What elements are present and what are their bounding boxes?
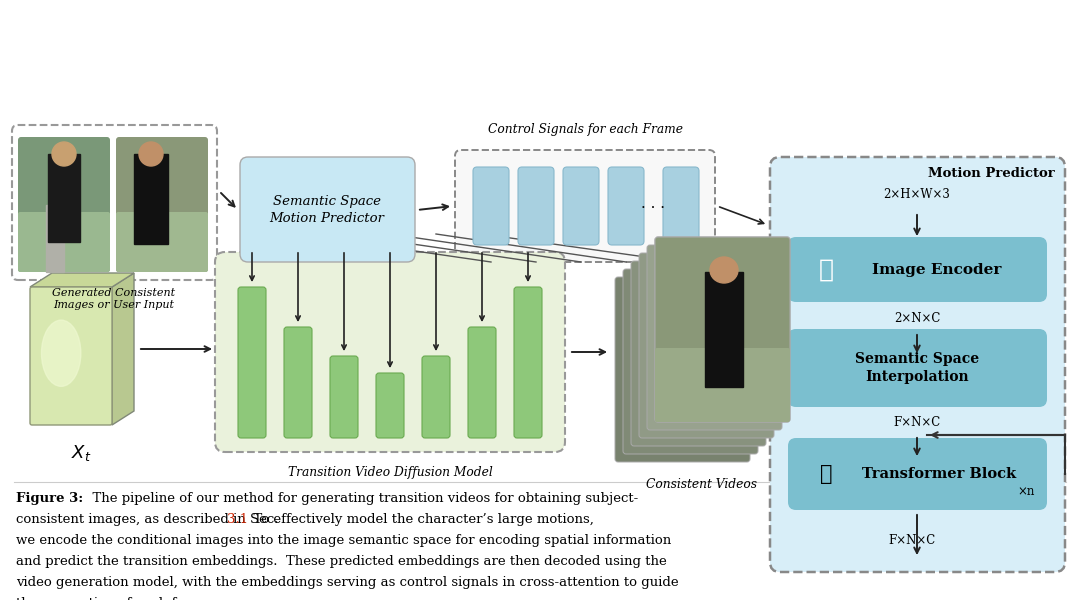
Text: Transition Video Diffusion Model: Transition Video Diffusion Model bbox=[287, 466, 492, 479]
FancyBboxPatch shape bbox=[654, 348, 789, 422]
Text: $X_t$: $X_t$ bbox=[71, 443, 91, 463]
Bar bbox=[48, 154, 80, 242]
FancyBboxPatch shape bbox=[639, 253, 774, 438]
Text: the generation of each frame.: the generation of each frame. bbox=[16, 597, 215, 600]
Text: Image Encoder: Image Encoder bbox=[873, 263, 1001, 277]
Text: ❄: ❄ bbox=[819, 259, 834, 281]
FancyBboxPatch shape bbox=[284, 327, 312, 438]
Polygon shape bbox=[30, 273, 134, 287]
Bar bbox=[46, 205, 64, 272]
FancyBboxPatch shape bbox=[18, 212, 110, 272]
Text: 🔥: 🔥 bbox=[820, 464, 833, 484]
Text: Motion Predictor: Motion Predictor bbox=[928, 167, 1055, 180]
Text: we encode the conditional images into the image semantic space for encoding spat: we encode the conditional images into th… bbox=[16, 534, 672, 547]
Bar bbox=[134, 154, 168, 244]
FancyBboxPatch shape bbox=[215, 252, 565, 452]
Text: Semantic Space
Motion Predictor: Semantic Space Motion Predictor bbox=[270, 195, 384, 225]
FancyBboxPatch shape bbox=[788, 237, 1047, 302]
FancyBboxPatch shape bbox=[788, 438, 1047, 510]
Text: Figure 3:: Figure 3: bbox=[16, 492, 83, 505]
Bar bbox=[705, 272, 743, 387]
Ellipse shape bbox=[139, 142, 163, 166]
FancyBboxPatch shape bbox=[330, 356, 357, 438]
Text: F×N×C: F×N×C bbox=[889, 533, 935, 547]
Polygon shape bbox=[112, 273, 134, 425]
FancyBboxPatch shape bbox=[455, 150, 715, 262]
Text: To effectively model the character’s large motions,: To effectively model the character’s lar… bbox=[245, 513, 594, 526]
Text: Control Signals for each Frame: Control Signals for each Frame bbox=[487, 123, 683, 136]
Ellipse shape bbox=[52, 142, 76, 166]
FancyBboxPatch shape bbox=[116, 212, 208, 272]
Text: Semantic Space
Interpolation: Semantic Space Interpolation bbox=[855, 352, 980, 384]
FancyBboxPatch shape bbox=[608, 167, 644, 245]
FancyBboxPatch shape bbox=[663, 167, 699, 245]
FancyBboxPatch shape bbox=[514, 287, 542, 438]
Text: . . .: . . . bbox=[642, 197, 665, 211]
FancyBboxPatch shape bbox=[623, 269, 758, 454]
FancyBboxPatch shape bbox=[654, 237, 789, 422]
FancyBboxPatch shape bbox=[518, 167, 554, 245]
FancyBboxPatch shape bbox=[30, 287, 112, 425]
FancyBboxPatch shape bbox=[468, 327, 496, 438]
Text: 3.1: 3.1 bbox=[227, 513, 248, 526]
Text: Transformer Block: Transformer Block bbox=[862, 467, 1016, 481]
FancyBboxPatch shape bbox=[563, 167, 599, 245]
FancyBboxPatch shape bbox=[615, 277, 750, 462]
Text: consistent images, as described in Sec.: consistent images, as described in Sec. bbox=[16, 513, 283, 526]
Text: ×n: ×n bbox=[1017, 485, 1035, 498]
FancyBboxPatch shape bbox=[473, 167, 509, 245]
Text: F×N×C: F×N×C bbox=[893, 416, 941, 430]
FancyBboxPatch shape bbox=[116, 137, 208, 272]
FancyBboxPatch shape bbox=[788, 329, 1047, 407]
FancyBboxPatch shape bbox=[376, 373, 404, 438]
FancyBboxPatch shape bbox=[770, 157, 1065, 572]
FancyBboxPatch shape bbox=[238, 287, 266, 438]
Ellipse shape bbox=[710, 257, 738, 283]
Text: 2×N×C: 2×N×C bbox=[894, 311, 941, 325]
Text: The pipeline of our method for generating transition videos for obtaining subjec: The pipeline of our method for generatin… bbox=[84, 492, 638, 505]
Text: Generated Consistent
Images or User Input: Generated Consistent Images or User Inpu… bbox=[53, 288, 176, 310]
FancyBboxPatch shape bbox=[631, 261, 766, 446]
FancyBboxPatch shape bbox=[647, 245, 782, 430]
Text: 2×H×W×3: 2×H×W×3 bbox=[883, 188, 950, 202]
FancyBboxPatch shape bbox=[240, 157, 415, 262]
FancyBboxPatch shape bbox=[18, 137, 110, 272]
Text: and predict the transition embeddings.  These predicted embeddings are then deco: and predict the transition embeddings. T… bbox=[16, 555, 666, 568]
Text: Consistent Videos: Consistent Videos bbox=[647, 478, 757, 491]
Text: video generation model, with the embeddings serving as control signals in cross-: video generation model, with the embeddi… bbox=[16, 576, 678, 589]
Ellipse shape bbox=[41, 320, 81, 386]
FancyBboxPatch shape bbox=[422, 356, 450, 438]
FancyBboxPatch shape bbox=[654, 237, 789, 422]
